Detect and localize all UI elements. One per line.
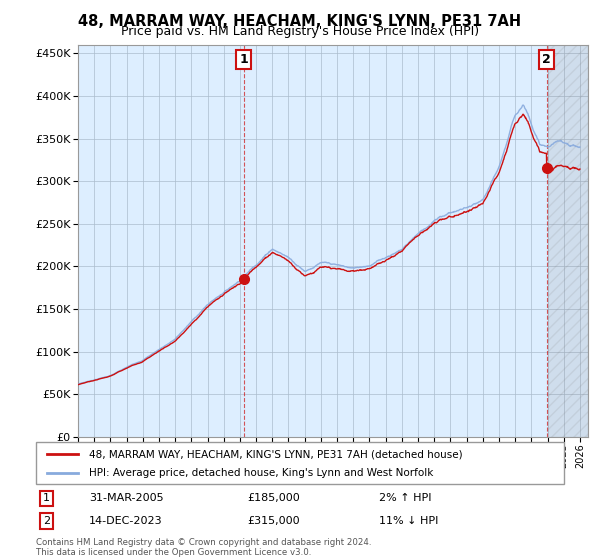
- Text: 14-DEC-2023: 14-DEC-2023: [89, 516, 163, 526]
- Bar: [548, 45, 588, 437]
- Text: 11% ↓ HPI: 11% ↓ HPI: [379, 516, 439, 526]
- Text: 1: 1: [239, 53, 248, 66]
- FancyBboxPatch shape: [36, 442, 564, 484]
- Text: Contains HM Land Registry data © Crown copyright and database right 2024.
This d: Contains HM Land Registry data © Crown c…: [36, 538, 371, 557]
- Text: 48, MARRAM WAY, HEACHAM, KING'S LYNN, PE31 7AH (detached house): 48, MARRAM WAY, HEACHAM, KING'S LYNN, PE…: [89, 449, 463, 459]
- Text: £185,000: £185,000: [247, 493, 300, 503]
- Text: 2: 2: [43, 516, 50, 526]
- Text: 2: 2: [542, 53, 551, 66]
- Text: 31-MAR-2005: 31-MAR-2005: [89, 493, 163, 503]
- Text: Price paid vs. HM Land Registry's House Price Index (HPI): Price paid vs. HM Land Registry's House …: [121, 25, 479, 38]
- Text: 2% ↑ HPI: 2% ↑ HPI: [379, 493, 432, 503]
- Text: 1: 1: [43, 493, 50, 503]
- Text: £315,000: £315,000: [247, 516, 300, 526]
- Text: 48, MARRAM WAY, HEACHAM, KING'S LYNN, PE31 7AH: 48, MARRAM WAY, HEACHAM, KING'S LYNN, PE…: [79, 14, 521, 29]
- Text: HPI: Average price, detached house, King's Lynn and West Norfolk: HPI: Average price, detached house, King…: [89, 468, 433, 478]
